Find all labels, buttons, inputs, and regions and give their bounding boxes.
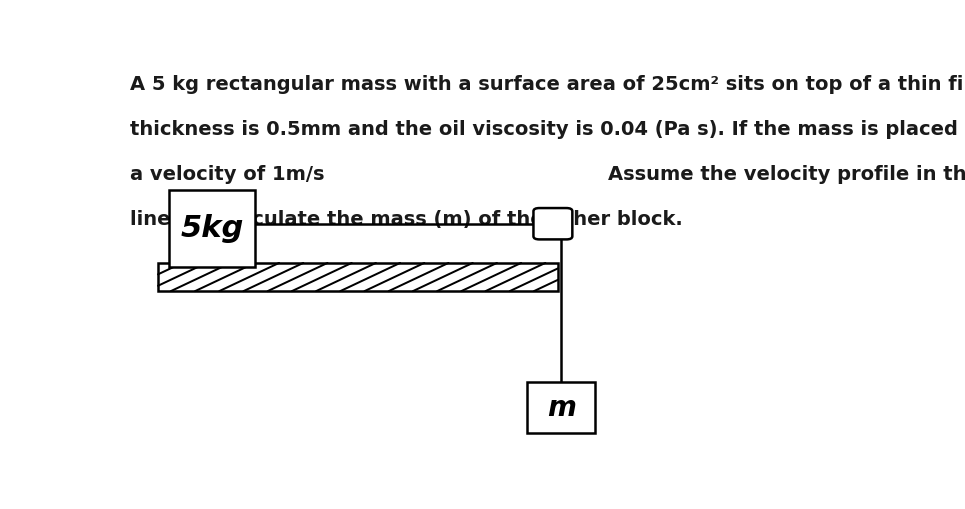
Bar (528, 382, 594, 433)
Bar (158, 263, 558, 291)
Text: a velocity of 1m/s                                          Assume the velocity : a velocity of 1m/s Assume the velocity (129, 165, 965, 184)
Text: thickness is 0.5mm and the oil viscosity is 0.04 (Pa s). If the mass is placed i: thickness is 0.5mm and the oil viscosity… (129, 120, 965, 139)
Bar (169, 190, 255, 267)
Text: m: m (547, 394, 575, 422)
FancyBboxPatch shape (534, 208, 572, 239)
Text: A 5 kg rectangular mass with a surface area of 25cm² sits on top of a thin film : A 5 kg rectangular mass with a surface a… (129, 75, 965, 94)
Text: 5kg: 5kg (180, 214, 244, 243)
Text: linear.   Calculate the mass (m) of the other block.: linear. Calculate the mass (m) of the ot… (129, 210, 682, 229)
